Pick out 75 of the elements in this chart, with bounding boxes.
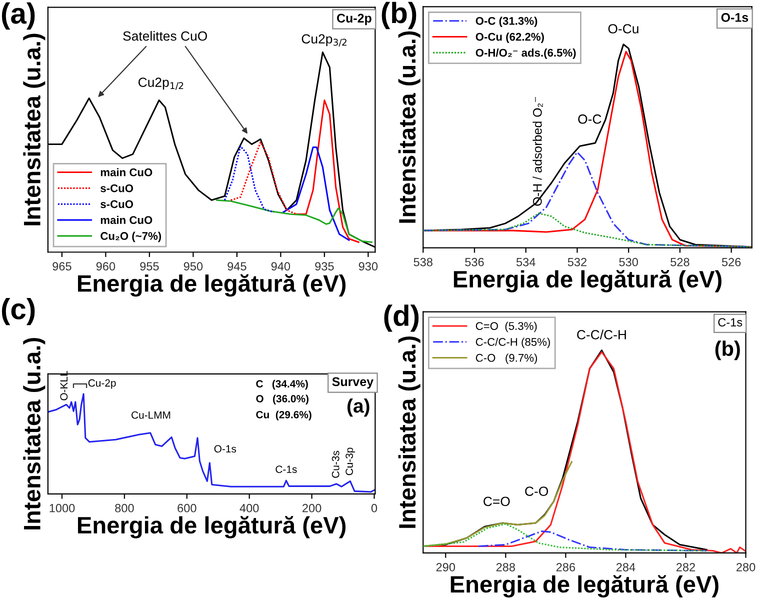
legend-label: C=O (5.3%) — [476, 322, 537, 332]
x-tick-label: 200 — [302, 504, 322, 512]
annotation: Cu-3s — [332, 450, 340, 478]
annotation: O-1s — [214, 445, 236, 453]
annotation: O-H / adsorbed O₂⁻ — [532, 97, 543, 206]
legend-label: s-CuO — [100, 184, 134, 192]
x-axis-title: Energia de legătură (eV) — [78, 516, 346, 538]
x-tick-label: 800 — [115, 504, 134, 512]
annotation: Cu-3p — [346, 448, 356, 476]
legend-label: C-C/C-H (85%) — [476, 338, 550, 348]
x-tick-label: 528 — [670, 258, 690, 266]
text: (c) — [2, 298, 35, 326]
annotation: Cu2p$_{1/2}$ — [138, 78, 184, 90]
x-tick-label: 0 — [371, 504, 378, 512]
x-tick-label: 282 — [676, 563, 696, 572]
legend-label: Cu₂O (~7%) — [100, 232, 162, 242]
y-axis-title: Intensitatea (u.a.) — [398, 336, 420, 528]
x-tick-label: 280 — [736, 563, 756, 572]
annotation: (b) — [715, 340, 740, 360]
x-tick-label: 930 — [358, 262, 378, 271]
x-tick-label: 950 — [184, 262, 203, 271]
x-tick-label: 955 — [140, 262, 159, 271]
x-tick-label: 935 — [315, 262, 334, 271]
x-tick-label: 538 — [414, 258, 432, 266]
annotation: C-1s — [276, 466, 297, 473]
x-tick-label: 960 — [96, 262, 116, 271]
text: Survey — [332, 377, 374, 389]
text: Cu-2p — [337, 14, 372, 26]
annotation: (a) — [347, 398, 370, 417]
text: (d) — [384, 304, 419, 332]
x-tick-label: 288 — [496, 563, 515, 572]
text: (b) — [382, 2, 416, 30]
y-axis-title: Intensitatea (u.a.) — [23, 34, 46, 226]
legend-label: O-H/O₂⁻ ads.(6.5%) — [476, 48, 576, 59]
x-tick-label: 965 — [52, 262, 72, 271]
x-tick-label: 600 — [178, 504, 196, 512]
x-tick-label: 530 — [619, 258, 638, 266]
x-axis-title: Energia de legătură (eV) — [450, 575, 718, 598]
legend-label: main CuO — [100, 216, 152, 224]
x-tick-label: 284 — [616, 563, 636, 572]
x-tick-label: 534 — [516, 258, 536, 266]
text: Cu2p$_{3/2}$ — [302, 34, 346, 46]
text: Satelittes CuO — [123, 31, 207, 41]
annotation: C=O — [484, 496, 510, 506]
x-tick-label: 290 — [436, 563, 456, 572]
x-tick-label: 940 — [271, 262, 290, 271]
annotation: C-C/C-H — [577, 330, 626, 340]
x-tick-label: 532 — [568, 258, 586, 266]
x-tick-label: 286 — [556, 563, 576, 572]
annotation: O (36.0%) — [256, 394, 308, 404]
legend-label: s-CuO — [100, 200, 134, 208]
text: C (34.4%) — [256, 380, 308, 390]
legend-label: O-Cu (62.2%) — [476, 32, 544, 43]
x-axis-title: Energia de legătură (eV) — [454, 270, 722, 292]
x-tick-label: 945 — [228, 262, 246, 271]
text: O-1s — [721, 13, 748, 22]
y-axis-title: Intensitatea (u.a.) — [398, 31, 420, 223]
x-tick-label: 536 — [465, 258, 484, 266]
legend-label: main CuO — [100, 168, 152, 176]
annotation: C-O — [525, 486, 548, 496]
y-axis-title: Intensitatea (u.a.) — [23, 338, 46, 530]
text: Cu-2p — [88, 379, 116, 389]
annotation: Cu-LMM — [132, 411, 170, 419]
annotation: O-KLL — [60, 370, 68, 400]
annotation: O-C — [578, 114, 602, 124]
x-tick-label: 1000 — [50, 504, 75, 512]
legend-label: C-O (9.7%) — [476, 354, 537, 364]
legend-label: O-C (31.3%) — [476, 16, 538, 28]
x-tick-label: 526 — [722, 258, 741, 266]
text: C-1s — [718, 318, 742, 327]
x-tick-label: 400 — [240, 504, 259, 512]
x-axis-title: Energia de legătură (eV) — [78, 274, 346, 297]
annotation: Cu (29.6%) — [256, 410, 312, 420]
text: (a) — [2, 2, 35, 30]
annotation: O-Cu — [608, 24, 638, 34]
